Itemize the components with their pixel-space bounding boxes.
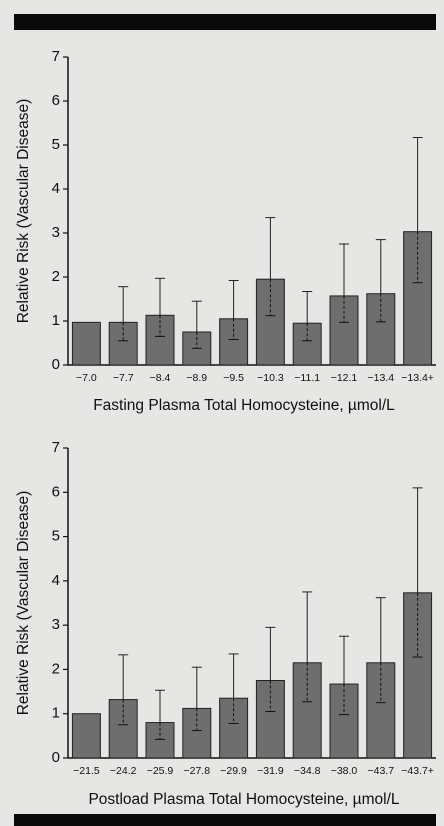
x-tick-label: −21.5: [73, 765, 100, 777]
y-tick-label: 3: [52, 616, 60, 633]
top-rule: [14, 14, 436, 30]
y-tick-label: 0: [52, 356, 60, 373]
y-tick-label: 0: [52, 749, 60, 766]
x-tick-label: −34.8: [294, 765, 321, 777]
x-tick-label: −29.9: [220, 765, 247, 777]
bar: [108, 321, 138, 366]
y-tick-label: 6: [52, 483, 60, 500]
y-tick-label: 4: [52, 572, 60, 589]
y-tick-label: 5: [52, 136, 60, 153]
x-tick-label: −13.4: [368, 372, 395, 384]
bar: [403, 592, 433, 759]
y-tick-label: 1: [52, 312, 60, 329]
x-tick-label: −12.1: [331, 372, 358, 384]
x-tick-label: −9.5: [223, 372, 244, 384]
x-tick-label: −7.0: [76, 372, 97, 384]
x-axis-label: Fasting Plasma Total Homocysteine, µmol/…: [93, 397, 395, 414]
x-tick-label: −11.1: [294, 372, 320, 384]
y-tick-label: 2: [52, 660, 60, 677]
x-axis-label: Postload Plasma Total Homocysteine, µmol…: [88, 791, 399, 808]
bar: [182, 707, 212, 759]
bar: [366, 662, 396, 759]
bar: [292, 662, 322, 759]
x-tick-label: −24.2: [110, 765, 137, 777]
y-tick-label: 7: [52, 439, 60, 456]
y-tick-label: 6: [52, 92, 60, 109]
x-tick-label: −27.8: [184, 765, 211, 777]
x-tick-label: −8.4: [150, 372, 171, 384]
x-tick-label: −43.7: [368, 765, 395, 777]
x-tick-label: −8.9: [186, 372, 207, 384]
x-tick-label: −31.9: [257, 765, 284, 777]
y-tick-label: 4: [52, 180, 60, 197]
y-axis-label: Relative Risk (Vascular Disease): [15, 491, 32, 716]
bar: [219, 697, 249, 759]
bar: [255, 278, 285, 366]
x-tick-label: −25.9: [147, 765, 174, 777]
y-tick-label: 1: [52, 705, 60, 722]
x-tick-label: −43.7+: [401, 765, 434, 777]
bar: [71, 713, 101, 759]
y-tick-label: 2: [52, 268, 60, 285]
y-axis-label: Relative Risk (Vascular Disease): [15, 99, 32, 324]
x-tick-label: −7.7: [113, 372, 134, 384]
bottom-rule: [14, 814, 436, 826]
y-tick-label: 5: [52, 528, 60, 545]
y-tick-label: 7: [52, 48, 60, 65]
x-tick-label: −13.4+: [401, 372, 434, 384]
bar: [403, 231, 433, 366]
bar: [71, 321, 101, 366]
x-tick-label: −38.0: [331, 765, 358, 777]
bar: [108, 699, 138, 759]
x-tick-label: −10.3: [257, 372, 284, 384]
y-tick-label: 3: [52, 224, 60, 241]
